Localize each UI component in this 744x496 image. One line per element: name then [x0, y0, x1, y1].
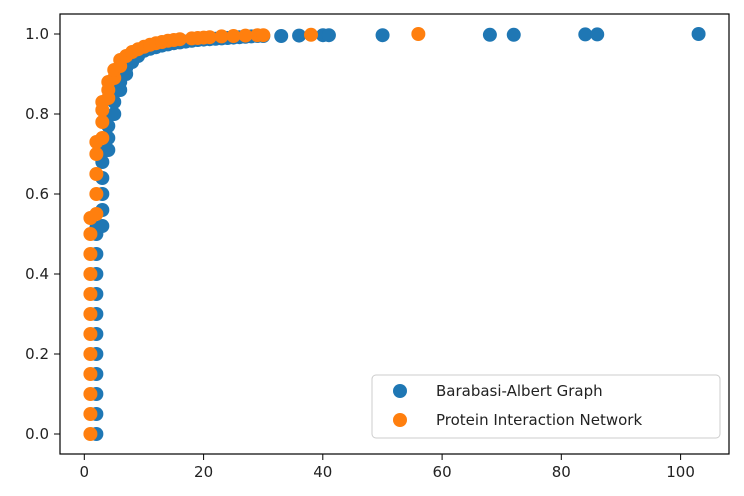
series-1-point-41: [202, 30, 217, 45]
x-axis: 0 20 40 60 80 100: [80, 454, 695, 481]
series-1-point-47: [304, 27, 319, 42]
legend-box: [371, 374, 721, 439]
series-0-point-56: [274, 29, 289, 43]
y-tick-label-0.4: 0.4: [25, 265, 49, 283]
series-1-point-0: [83, 427, 98, 441]
series-1-point-5: [83, 327, 98, 341]
y-tick-label-0.6: 0.6: [25, 185, 49, 203]
series-1-point-46: [256, 28, 271, 43]
series-1-point-12: [89, 207, 104, 221]
plot-frame: [59, 13, 730, 455]
series-0-point-63: [578, 27, 593, 42]
x-tick-label-0: 0: [80, 463, 90, 481]
series-1-point-9: [83, 247, 98, 261]
x-tick-label-80: 80: [552, 463, 571, 481]
series-1-point-3: [83, 367, 98, 381]
legend-marker-protein-interaction: [393, 413, 407, 427]
series-0-point-59: [321, 28, 336, 43]
y-tick-label-0.0: 0.0: [25, 425, 49, 443]
x-tick-label-40: 40: [313, 463, 332, 481]
points-layer: [83, 27, 706, 441]
series-1-point-8: [83, 267, 98, 281]
x-tick-label-20: 20: [194, 463, 213, 481]
x-tick-label-100: 100: [666, 463, 695, 481]
series-1-point-18: [95, 115, 110, 129]
series-1-point-6: [83, 307, 98, 321]
series-1-point-37: [172, 32, 187, 47]
series-0-point-12: [95, 219, 110, 233]
y-tick-label-0.8: 0.8: [25, 105, 49, 123]
series-0-point-61: [482, 27, 497, 42]
series-1-point-7: [83, 287, 98, 301]
y-tick-label-0.2: 0.2: [25, 345, 49, 363]
y-tick-label-1.0: 1.0: [25, 25, 49, 43]
series-0-point-57: [292, 28, 307, 43]
series-1-point-4: [83, 347, 98, 361]
series-1-point-1: [83, 407, 98, 421]
series-1-point-15: [89, 147, 104, 161]
series-1-point-13: [89, 187, 104, 201]
series-1: [83, 27, 426, 441]
series-1-point-2: [83, 387, 98, 401]
series-1-point-44: [238, 28, 253, 43]
legend-label-protein-interaction: Protein Interaction Network: [436, 411, 642, 429]
series-0-point-65: [691, 27, 706, 41]
legend-marker-barabasi-albert: [393, 384, 407, 398]
series-0-point-64: [590, 27, 605, 42]
legend-label-barabasi-albert: Barabasi-Albert Graph: [436, 382, 603, 400]
series-1-point-17: [95, 131, 110, 145]
series-0-point-60: [375, 28, 390, 43]
series-0-point-18: [101, 143, 116, 157]
x-tick-label-60: 60: [433, 463, 452, 481]
series-1-point-42: [214, 29, 229, 44]
series-0-point-22: [107, 107, 122, 121]
series-1-point-48: [411, 27, 426, 41]
series-1-point-43: [226, 29, 241, 43]
series-1-point-14: [89, 167, 104, 181]
y-axis: 0.0 0.2 0.4 0.6 0.8 1.0: [25, 25, 60, 443]
series-0-point-62: [506, 27, 521, 42]
legend: Barabasi-Albert Graph Protein Interactio…: [371, 374, 721, 439]
series-1-point-10: [83, 227, 98, 241]
